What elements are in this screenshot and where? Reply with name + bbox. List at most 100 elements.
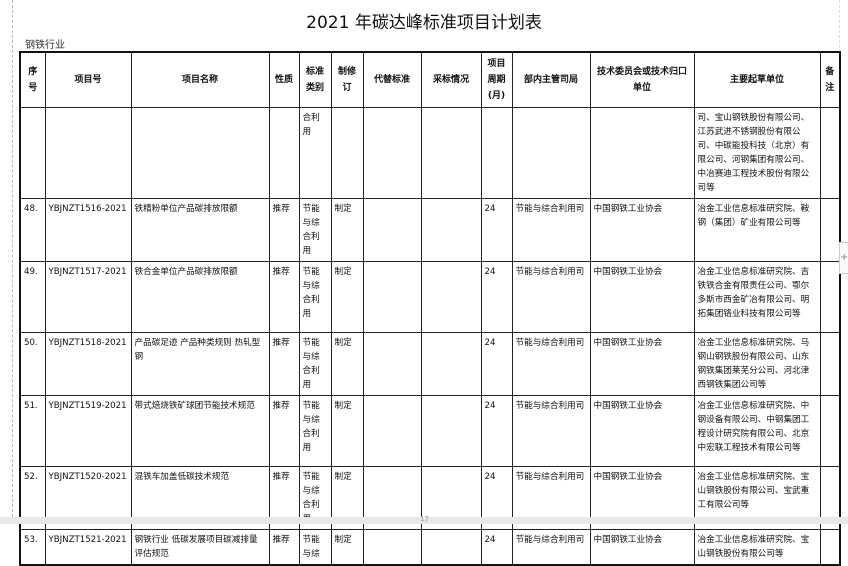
cell-adopt <box>420 529 482 566</box>
cell-no: 53. <box>19 529 46 566</box>
cell-nature: 推荐 <box>268 332 300 396</box>
industry-label: 钢铁行业 <box>25 40 65 51</box>
cell-nature: 推荐 <box>268 198 300 262</box>
cell-no <box>19 107 46 199</box>
cell-remark <box>819 332 841 396</box>
cell-nature: 推荐 <box>268 395 300 467</box>
cell-revision <box>330 107 364 199</box>
cell-replace <box>362 107 422 199</box>
plus-icon: + <box>840 252 848 263</box>
cell-revision: 制定 <box>330 395 364 467</box>
cell-nature: 推荐 <box>268 529 300 566</box>
cell-replace <box>362 332 422 396</box>
cell-category: 节能与综合利用 <box>298 332 332 396</box>
cell-committee: 中国钢铁工业协会 <box>589 332 695 396</box>
cell-remark <box>819 529 841 566</box>
cell-no: 48. <box>19 198 46 262</box>
cell-remark <box>819 198 841 262</box>
expand-button[interactable]: + <box>839 242 848 274</box>
cell-period <box>480 107 513 199</box>
cell-revision: 制定 <box>330 198 364 262</box>
cell-code: YBJNZT1517-2021 <box>44 261 132 333</box>
cell-category: 节能与综合利用 <box>298 395 332 467</box>
cell-period: 24 <box>480 198 513 262</box>
cell-revision: 制定 <box>330 261 364 333</box>
column-header: 备注 <box>819 51 841 108</box>
cell-dept: 节能与综合利用司 <box>511 198 591 262</box>
cell-adopt <box>420 107 482 199</box>
cell-period: 24 <box>480 261 513 333</box>
cell-dept: 节能与综合利用司 <box>511 332 591 396</box>
standards-table: 序号 项目号 项目名称 性质 标准类别 制修订 代替标准 采标情况 项目周期(月) 部内主管司局技… <box>19 51 841 566</box>
cell-dept <box>511 107 591 199</box>
cell-name: 钢铁行业 低碳发展项目碳减排量评估规范 <box>130 529 270 566</box>
table-row: 52.YBJNZT1520-2021混铁车加盖低碳技术规范推荐节能与综合利用制定… <box>19 466 841 530</box>
cell-no: 50. <box>19 332 46 396</box>
column-header: 制修订 <box>330 51 364 108</box>
cell-period: 24 <box>480 332 513 396</box>
cell-adopt <box>420 395 482 467</box>
cell-drafters: 冶金工业信息标准研究院、宝山钢铁股份有限公司等 <box>693 529 821 566</box>
column-header: 采标情况 <box>420 51 482 108</box>
column-header: 部内主管司局 <box>511 51 591 108</box>
cell-remark <box>819 395 841 467</box>
cell-adopt <box>420 198 482 262</box>
cell-committee: 中国钢铁工业协会 <box>589 395 695 467</box>
cell-category: 节能与综合利用 <box>298 198 332 262</box>
column-header: 标准类别 <box>298 51 332 108</box>
column-header: 项目名称 <box>130 51 270 108</box>
cell-category: 节能与综合利用 <box>298 261 332 333</box>
cell-code: YBJNZT1519-2021 <box>44 395 132 467</box>
table-row: 53. YBJNZT1521-2021 钢铁行业 低碳发展项目碳减排量评估规范 推荐节… <box>19 529 841 566</box>
table-row: 49. YBJNZT1517-2021 铁合金单位产品碳排放限额 推荐 节能与综合利用制… <box>19 261 841 333</box>
table-row: 48. YBJNZT1516-2021 铁精粉单位产品碳排放限额 推荐 节能与综合利用制… <box>19 198 841 262</box>
table-body: 合利用 司、宝山钢铁股份有限公司、江苏武进不锈钢股份有限公司、中碳能投科技（北京）… <box>19 107 841 566</box>
cell-replace <box>362 529 422 566</box>
cell-replace <box>362 198 422 262</box>
cell-remark <box>819 107 841 199</box>
column-header: 序号 <box>19 51 46 108</box>
cell-dept: 节能与综合利用司 <box>511 395 591 467</box>
cell-code: YBJNZT1521-2021 <box>44 529 132 566</box>
cell-remark <box>819 261 841 333</box>
cell-drafters: 冶金工业信息标准研究院、鞍钢（集团）矿业有限公司等 <box>693 198 821 262</box>
table-row: 合利用 司、宝山钢铁股份有限公司、江苏武进不锈钢股份有限公司、中碳能投科技（北京）… <box>19 107 841 199</box>
column-header: 项目周期(月) <box>480 51 513 108</box>
cell-name <box>130 107 270 199</box>
cell-period: 24 <box>480 395 513 467</box>
cell-replace <box>362 395 422 467</box>
cell-period: 24 <box>480 529 513 566</box>
cell-category: 合利用 <box>298 107 332 199</box>
cell-committee: 中国钢铁工业协会 <box>589 529 695 566</box>
cell-adopt <box>420 261 482 333</box>
cell-committee <box>589 107 695 199</box>
table-row: 50. YBJNZT1518-2021 产品碳足迹 产品种类规则 热轧型钢 推荐 节能与… <box>19 332 841 396</box>
cell-drafters: 冶金工业信息标准研究院、吉铁铁合金有限责任公司、鄂尔多斯市西金矿冶有限公司、明拓… <box>693 261 821 333</box>
cell-no: 51. <box>19 395 46 467</box>
cell-name: 铁精粉单位产品碳排放限额 <box>130 198 270 262</box>
column-header: 主要起草单位 <box>693 51 821 108</box>
cell-nature: 推荐 <box>268 261 300 333</box>
cell-committee: 中国钢铁工业协会 <box>589 261 695 333</box>
cell-drafters: 司、宝山钢铁股份有限公司、江苏武进不锈钢股份有限公司、中碳能投科技（北京）有限公… <box>693 107 821 199</box>
cell-dept: 节能与综合利用司 <box>511 261 591 333</box>
cell-name: 产品碳足迹 产品种类规则 热轧型钢 <box>130 332 270 396</box>
cell-code <box>44 107 132 199</box>
cell-committee: 中国钢铁工业协会 <box>589 198 695 262</box>
cell-category: 节能与综 <box>298 529 332 566</box>
column-header: 技术委员会或技术归口单位 <box>589 51 695 108</box>
cell-code: YBJNZT1516-2021 <box>44 198 132 262</box>
bottom-bar <box>0 517 848 524</box>
page-title: 2021 年碳达峰标准项目计划表 <box>306 13 542 33</box>
header-row: 序号 项目号 项目名称 性质 标准类别 制修订 代替标准 采标情况 项目周期(月) 部内主管司局技… <box>19 51 841 108</box>
cell-drafters: 冶金工业信息标准研究院、中钢设备有限公司、中钢集团工程设计研究院有限公司、北京中… <box>693 395 821 467</box>
column-header: 代替标准 <box>362 51 422 108</box>
column-header: 项目号 <box>44 51 132 108</box>
cell-revision: 制定 <box>330 529 364 566</box>
cell-dept: 节能与综合利用司 <box>511 529 591 566</box>
cell-no: 49. <box>19 261 46 333</box>
cell-revision: 制定 <box>330 332 364 396</box>
cell-adopt <box>420 332 482 396</box>
cell-replace <box>362 261 422 333</box>
column-header: 性质 <box>268 51 300 108</box>
